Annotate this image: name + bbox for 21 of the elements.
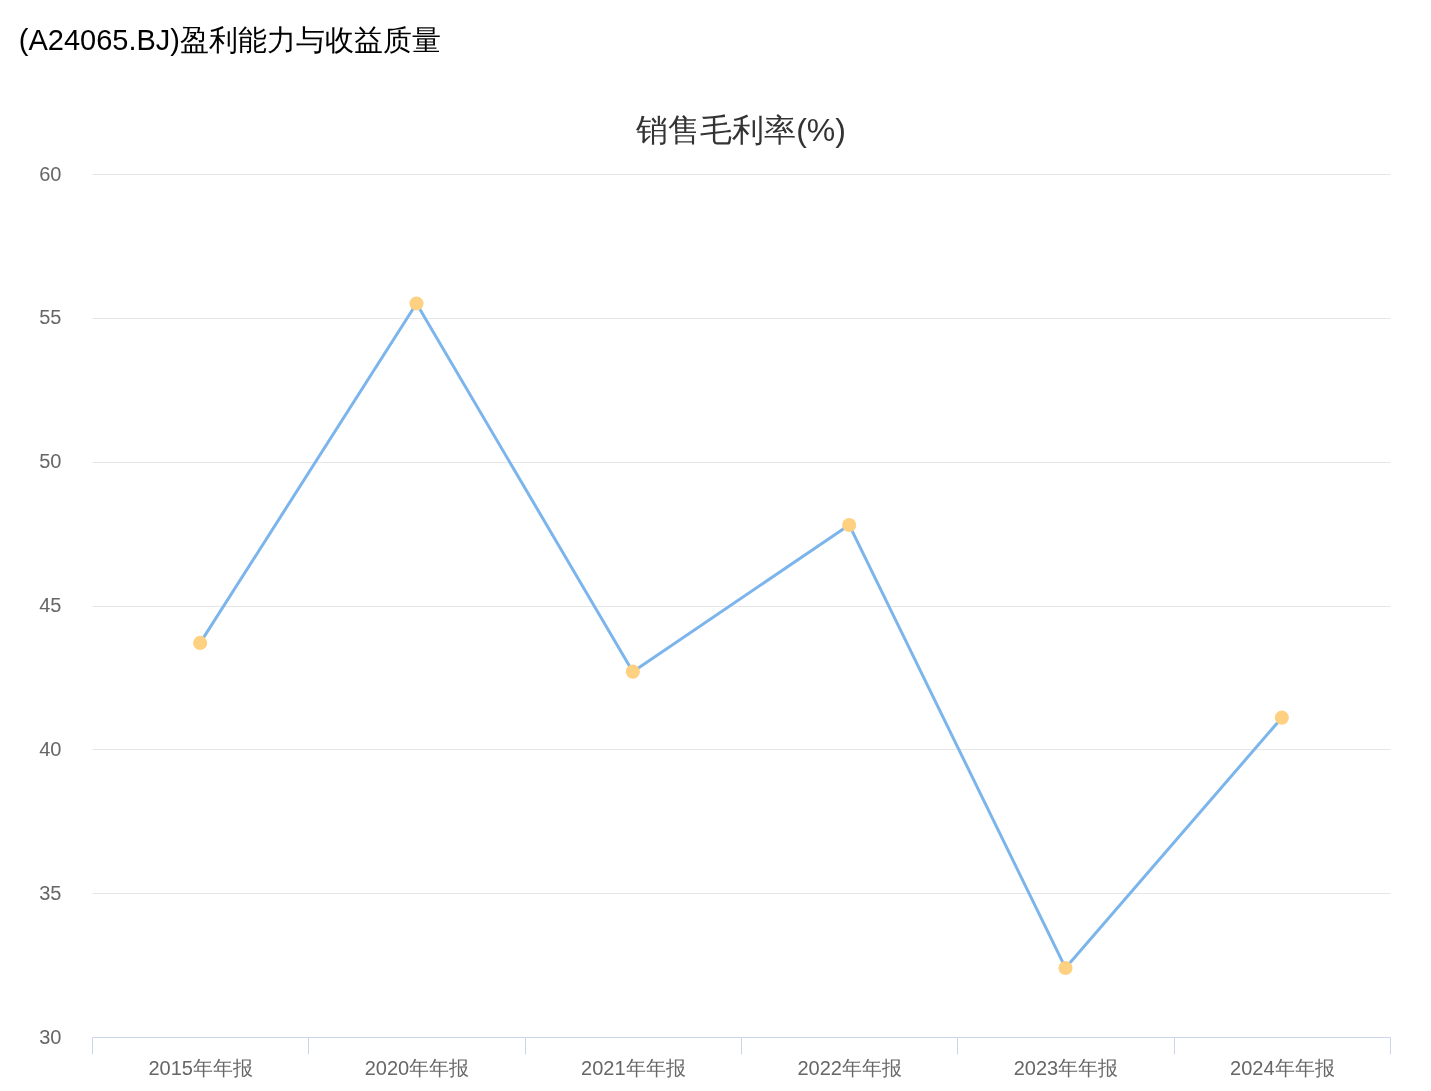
y-tick-label: 45 bbox=[39, 594, 62, 616]
x-tick-label: 2021年年报 bbox=[581, 1056, 686, 1079]
x-tick-label: 2024年年报 bbox=[1230, 1056, 1335, 1079]
y-tick-label: 35 bbox=[39, 881, 62, 904]
x-tick-label: 2020年年报 bbox=[364, 1056, 470, 1079]
point bbox=[842, 517, 857, 533]
chart-subtitle: 销售毛利率(%) bbox=[635, 112, 846, 148]
y-tick-label: 60 bbox=[39, 162, 62, 185]
x-tick-label: 2015年年报 bbox=[148, 1056, 253, 1079]
point bbox=[1274, 710, 1289, 725]
y-tick-label: 40 bbox=[39, 737, 62, 760]
y-tick-label: 55 bbox=[39, 306, 62, 329]
point bbox=[409, 296, 424, 311]
x-tick-label: 2022年年报 bbox=[797, 1056, 902, 1079]
x-tick-label: 2023年年报 bbox=[1013, 1056, 1119, 1079]
point bbox=[193, 635, 208, 650]
y-tick-label: 50 bbox=[39, 450, 62, 473]
y-tick-label: 30 bbox=[39, 1025, 62, 1048]
point bbox=[625, 664, 640, 679]
chart-title: (A24065.BJ)盈利能力与收益质量 bbox=[18, 24, 441, 56]
point bbox=[1058, 960, 1073, 976]
